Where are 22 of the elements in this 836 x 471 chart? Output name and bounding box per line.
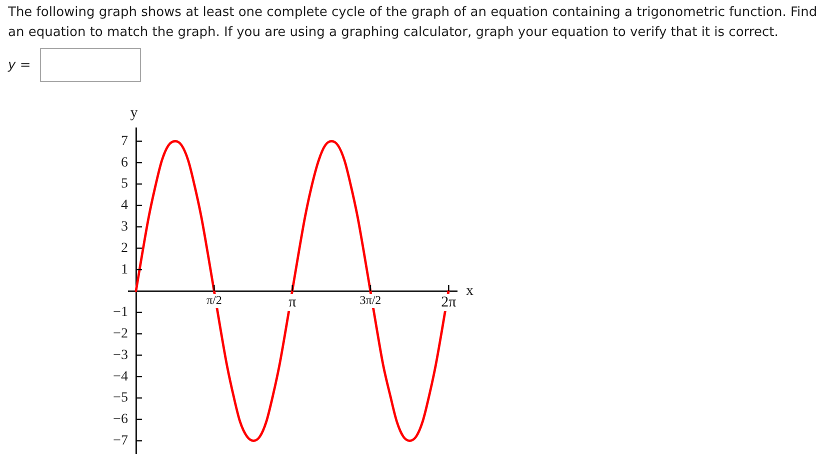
x-tick-label: 2π bbox=[441, 294, 457, 310]
y-tick-label: −3 bbox=[113, 348, 128, 363]
y-tick-label: 7 bbox=[120, 134, 128, 149]
y-tick-label: 4 bbox=[120, 198, 128, 214]
x-axis-title: x bbox=[466, 282, 474, 299]
y-tick-label: −7 bbox=[113, 433, 128, 448]
y-axis-title: y bbox=[130, 104, 138, 121]
chart-title: The following graph shows at least one complete cycle of the graph of an equation containing a trigonometric function. Find an equation to match the graph. If you are using a graphing calculator, graph your equation to verify that it is correct. bbox=[8, 4, 818, 42]
y-tick-label: −1 bbox=[113, 305, 128, 320]
y-tick-label: 2 bbox=[120, 240, 128, 256]
y-tick-label: 3 bbox=[120, 219, 128, 234]
y-tick-label: 6 bbox=[120, 155, 128, 170]
text: y = bbox=[8, 58, 31, 72]
x-tick-label: 3π/2 bbox=[360, 293, 382, 308]
y-tick-label: −2 bbox=[113, 326, 128, 342]
y-tick-label: −4 bbox=[113, 369, 128, 384]
y-tick-label: 1 bbox=[120, 262, 128, 278]
y-tick-label: −5 bbox=[113, 390, 128, 406]
y-tick-label: 5 bbox=[120, 176, 128, 192]
y-tick-label: −6 bbox=[113, 412, 128, 428]
x-tick-label: π/2 bbox=[206, 293, 222, 308]
x-tick-label: π bbox=[288, 294, 297, 310]
